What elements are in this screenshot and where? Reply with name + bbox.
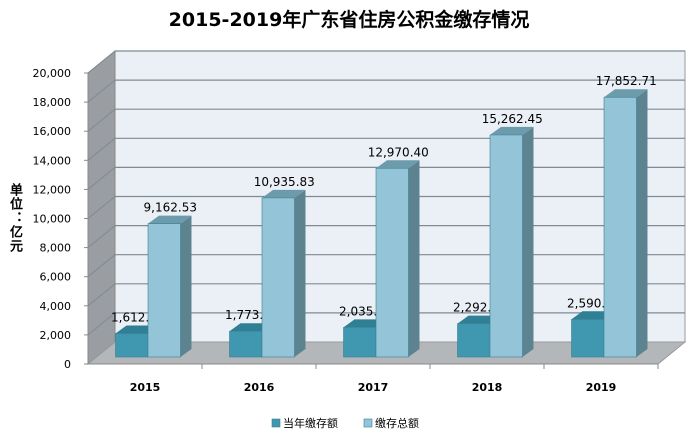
gridline-side (87, 137, 116, 161)
legend: 当年缴存额 缴存总额 (271, 416, 419, 430)
gridline-side (87, 79, 116, 103)
data-label: 15,262.45 (482, 112, 543, 126)
bar-side (636, 89, 648, 357)
y-tick-label: 6,000 (40, 271, 72, 284)
data-label: 9,162.53 (144, 201, 197, 215)
y-tick-label: 8,000 (40, 242, 72, 255)
y-tick-label: 16,000 (33, 125, 72, 138)
bar-front (571, 319, 605, 358)
bar-total (375, 160, 420, 358)
gridline-side (87, 283, 116, 307)
bar-side (408, 160, 420, 357)
x-tick-label: 2018 (472, 381, 503, 394)
bar-total (489, 126, 534, 358)
bar-side (522, 126, 534, 357)
y-tick-label: 10,000 (33, 213, 72, 226)
y-tick-label: 14,000 (33, 154, 72, 167)
bar-front (375, 167, 409, 358)
x-tick-label: 2015 (130, 381, 161, 394)
bar-total (603, 89, 648, 358)
legend-swatch (271, 418, 281, 428)
gridline-side (87, 312, 116, 336)
gridline-side (87, 196, 116, 219)
chart-title: 2015-2019年广东省住房公积金缴存情况 (169, 8, 530, 31)
bar-front (229, 330, 263, 358)
bar-front (457, 323, 491, 358)
bar-total (147, 215, 192, 358)
bar-total (261, 189, 306, 358)
x-tick-label: 2016 (244, 381, 275, 394)
data-label: 10,935.83 (254, 175, 315, 189)
bar-top (490, 126, 534, 135)
y-tick-label: 20,000 (33, 67, 72, 80)
bar-top (148, 215, 192, 224)
legend-label: 缴存总额 (375, 416, 419, 430)
gridline-side (87, 167, 116, 190)
y-tick-label: 12,000 (33, 183, 72, 196)
gridline-side (87, 50, 116, 74)
y-tick-label: 0 (64, 358, 71, 371)
bar-front (489, 134, 523, 358)
x-tick-label: 2017 (358, 381, 389, 394)
gridline-side (87, 254, 116, 278)
legend-label: 当年缴存额 (283, 416, 338, 430)
bar-front (343, 327, 377, 358)
bar-top (262, 189, 306, 198)
bar-front (261, 197, 295, 358)
bar-front (603, 96, 637, 358)
gridline-side (87, 225, 116, 248)
y-tick-label: 2,000 (40, 329, 72, 342)
gridline-side (87, 108, 116, 132)
x-tick-label: 2019 (586, 381, 617, 394)
bar-top (376, 160, 420, 169)
y-tick-label: 4,000 (40, 300, 72, 313)
data-label: 12,970.40 (368, 145, 429, 159)
bar-front (115, 333, 149, 358)
legend-swatch (363, 418, 373, 428)
bar-side (294, 189, 306, 357)
bar-side (180, 215, 192, 357)
y-tick-label: 18,000 (33, 96, 72, 109)
data-label: 17,852.71 (596, 74, 657, 88)
y-axis-label: 单位：亿元 (7, 183, 22, 253)
bar-front (147, 223, 181, 358)
bar-top (604, 89, 648, 98)
